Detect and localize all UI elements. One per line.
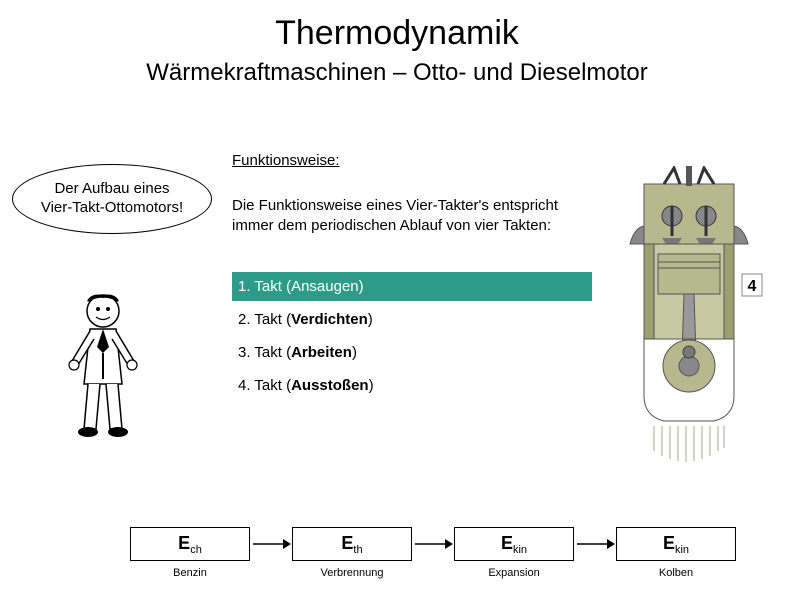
flow-caption-2: Verbrennung (292, 567, 412, 579)
flow-base-1: E (178, 533, 190, 553)
speech-bubble-body: Der Aufbau eines Vier-Takt-Ottomotors! (12, 164, 212, 234)
flow-label-1: Ech (130, 527, 250, 561)
takt-3-bold: Arbeiten (291, 344, 352, 361)
flow-caption-3: Expansion (454, 567, 574, 579)
engine-diagram-icon: 4 (614, 166, 764, 466)
bubble-line-1: Der Aufbau eines (41, 180, 183, 199)
arrow-icon (412, 527, 454, 557)
bubble-line-2: Vier-Takt-Ottomotors! (41, 199, 183, 218)
speech-bubble: Der Aufbau eines Vier-Takt-Ottomotors! (12, 164, 222, 254)
flow-label-4: Ekin (616, 527, 736, 561)
flow-base-4: E (663, 533, 675, 553)
flow-sub-3: kin (513, 544, 527, 556)
flow-label-3: Ekin (454, 527, 574, 561)
person-icon (48, 289, 158, 439)
takt-2-bold: Verdichten (291, 311, 368, 328)
flow-caption-1: Benzin (130, 567, 250, 579)
takt-2-suffix: ) (368, 311, 373, 328)
page-subtitle: Wärmekraftmaschinen – Otto- und Dieselmo… (0, 59, 794, 87)
takt-3-suffix: ) (352, 344, 357, 361)
arrow-icon (574, 527, 616, 557)
takt-item-3: 3. Takt (Arbeiten) (232, 338, 592, 367)
takt-4-prefix: 4. Takt ( (238, 377, 291, 394)
description-text: Die Funktionsweise eines Vier-Takter's e… (232, 196, 572, 237)
takt-item-1: 1. Takt (Ansaugen) (232, 272, 592, 301)
flow-box-3: Ekin Expansion (454, 527, 574, 579)
takt-3-prefix: 3. Takt ( (238, 344, 291, 361)
takt-list: 1. Takt (Ansaugen) 2. Takt (Verdichten) … (232, 272, 592, 404)
takt-item-2: 2. Takt (Verdichten) (232, 305, 592, 334)
flow-base-3: E (501, 533, 513, 553)
flow-label-2: Eth (292, 527, 412, 561)
energy-flow: Ech Benzin Eth Verbrennung Ekin Expansio… (130, 527, 736, 579)
flow-box-4: Ekin Kolben (616, 527, 736, 579)
flow-caption-4: Kolben (616, 567, 736, 579)
takt-4-bold: Ausstoßen (291, 377, 369, 394)
section-heading: Funktionsweise: (232, 152, 340, 169)
flow-sub-1: ch (190, 544, 202, 556)
page-title: Thermodynamik (0, 14, 794, 53)
flow-box-2: Eth Verbrennung (292, 527, 412, 579)
flow-base-2: E (341, 533, 353, 553)
takt-item-4: 4. Takt (Ausstoßen) (232, 371, 592, 400)
takt-4-suffix: ) (369, 377, 374, 394)
flow-sub-2: th (353, 544, 362, 556)
flow-box-1: Ech Benzin (130, 527, 250, 579)
takt-2-prefix: 2. Takt ( (238, 311, 291, 328)
engine-number: 4 (748, 278, 757, 295)
flow-sub-4: kin (675, 544, 689, 556)
arrow-icon (250, 527, 292, 557)
